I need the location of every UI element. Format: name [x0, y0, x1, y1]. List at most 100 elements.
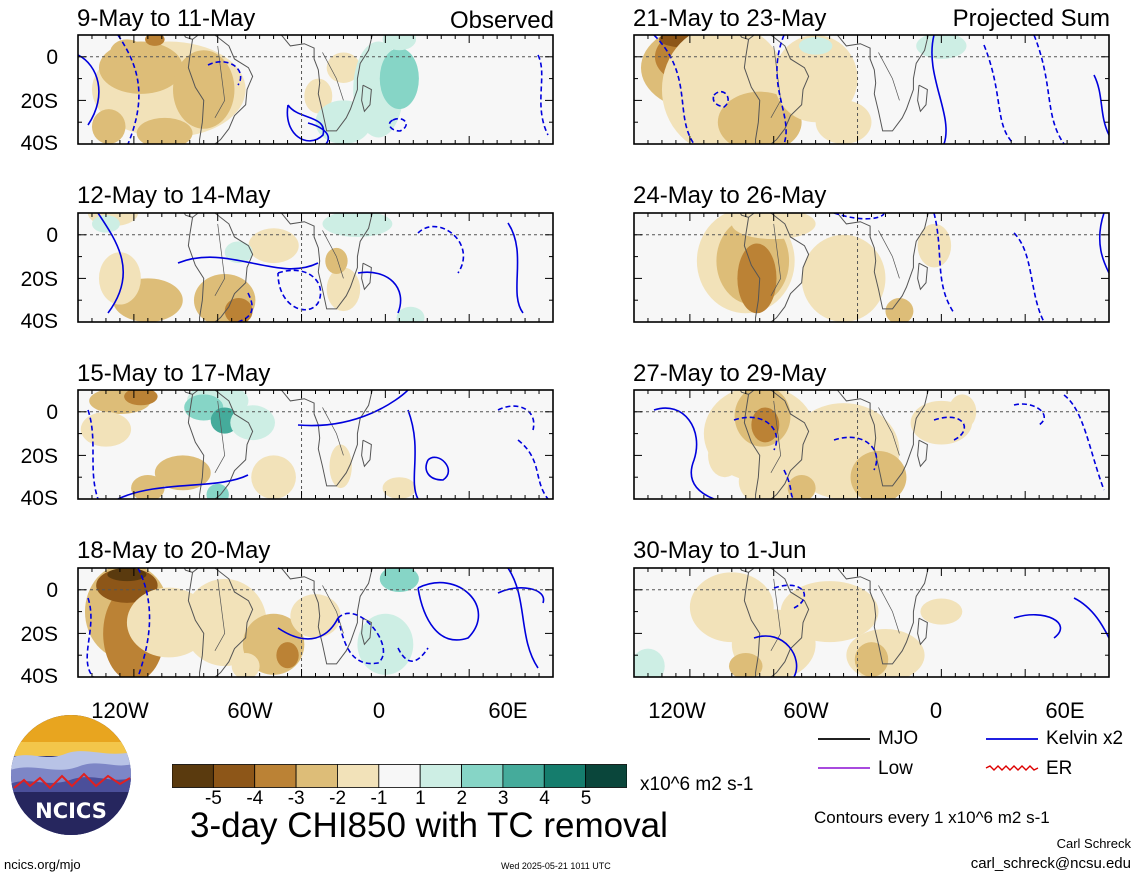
anomaly-shading: [634, 648, 665, 677]
y-tick-label: 20S: [20, 445, 58, 468]
author-email: carl_schreck@ncsu.edu: [970, 855, 1131, 872]
colorbar-tick: 4: [539, 788, 550, 809]
tick-marks: [77, 567, 554, 678]
coastline: [739, 568, 929, 677]
tick-marks: [77, 212, 554, 323]
x-tick-label: 60W: [227, 698, 273, 723]
panel-title-2: 12-May to 14-May: [77, 182, 271, 209]
x-tick-label: 0: [929, 698, 943, 723]
panel-title-8: 30-May to 1-Jun: [633, 537, 807, 564]
anomaly-shading: [290, 594, 341, 638]
anomaly-shading: [304, 78, 333, 114]
colorbar-cell: [295, 764, 338, 788]
footer-timestamp: Wed 2025-05-21 1011 UTC: [501, 861, 611, 871]
anomaly-shading: [98, 252, 141, 305]
chart-panel: [633, 567, 1110, 678]
legend-swatch-er: [985, 765, 1039, 771]
colorbar-cell: [585, 764, 627, 788]
legend-label-mjo: MJO: [878, 728, 919, 749]
anomaly-shading: [251, 455, 296, 499]
anomaly-shading: [231, 653, 260, 677]
colorbar-tick: -4: [246, 788, 264, 809]
chart-panel: [633, 212, 1110, 323]
anomaly-shading: [708, 433, 742, 478]
colorbar-tick: 5: [580, 788, 592, 809]
anomaly-shading: [357, 613, 414, 675]
anomaly-shading: [396, 306, 425, 322]
panels-layer: [77, 34, 1110, 678]
kelvin-contours: [653, 35, 1109, 144]
panel-title-5: 21-May to 23-May: [633, 5, 827, 32]
colorbar-tick: -5: [204, 788, 222, 809]
anomaly-shading: [379, 48, 419, 110]
anomaly-shading: [737, 243, 777, 314]
colorbar-cell: [172, 764, 214, 788]
panel-title-1: 9-May to 11-May: [77, 5, 256, 32]
colorbar-cell: [461, 764, 504, 788]
footer-url: ncics.org/mjo: [4, 857, 81, 872]
anomaly-shading: [276, 642, 299, 669]
anomaly-shading: [854, 642, 889, 677]
kelvin-contours: [97, 213, 524, 322]
colorbar-cell: [419, 764, 462, 788]
coastline: [739, 213, 929, 322]
kelvin-contours: [833, 213, 1109, 322]
y-tick-label: 0: [46, 46, 58, 69]
coastline: [739, 390, 929, 499]
x-tick-label: 60E: [488, 698, 528, 723]
chart-panel: [77, 567, 554, 678]
colorbar-tick: -1: [370, 788, 388, 809]
kelvin-contours: [653, 394, 1105, 499]
anomaly-shading: [787, 475, 816, 499]
colorbar-tick-labels: -5 -4 -3 -2 -1 1 2 3 4 5: [172, 788, 627, 812]
anomaly-shading: [325, 247, 348, 275]
x-tick-label: 120W: [91, 698, 149, 723]
anomaly-shading: [850, 451, 907, 499]
anomaly-shading: [326, 267, 361, 312]
x-tick-label: 0: [372, 698, 386, 723]
anomaly-shading: [145, 35, 165, 46]
anomaly-shading: [382, 35, 417, 51]
chart-panel: [77, 389, 554, 500]
kelvin-contours: [87, 390, 549, 499]
kelvin-contours: [86, 568, 545, 677]
colorbar-tick: 3: [497, 788, 509, 809]
anomaly-shading: [920, 598, 963, 625]
y-tick-label: 40S: [20, 310, 58, 333]
anomaly-shading: [248, 228, 299, 264]
colorbar-tick: -2: [329, 788, 347, 809]
y-tick-label: 20S: [20, 623, 58, 646]
main-title: 3-day CHI850 with TC removal: [190, 806, 668, 845]
anomaly-shading: [916, 35, 967, 59]
legend-label-kelvin: Kelvin x2: [1046, 728, 1124, 749]
coastline: [183, 213, 373, 322]
anomaly-shading: [224, 298, 253, 322]
anomaly-shading: [798, 37, 833, 55]
anomaly-shading: [154, 455, 211, 491]
y-tick-label: 40S: [20, 665, 58, 688]
tick-marks: [633, 567, 1110, 678]
anomaly-shading: [379, 568, 419, 592]
panel-title-7: 27-May to 29-May: [633, 360, 827, 387]
anomaly-shading: [173, 50, 235, 129]
chart-panel: [77, 34, 554, 145]
kelvin-contours: [78, 35, 549, 144]
tick-marks: [77, 34, 554, 145]
anomaly-shading: [751, 407, 780, 443]
author-name: Carl Schreck: [1056, 836, 1131, 851]
panel-title-4: 18-May to 20-May: [77, 537, 271, 564]
anomaly-shading: [885, 298, 914, 322]
x-tick-label: 120W: [648, 698, 706, 723]
panel-tag-projected: Projected Sum: [952, 5, 1110, 32]
y-tick-label: 40S: [20, 132, 58, 155]
chart-panel: [633, 389, 1110, 500]
colorbar-cell: [254, 764, 297, 788]
anomaly-shading: [382, 477, 417, 499]
panel-title-3: 15-May to 17-May: [77, 360, 271, 387]
anomaly-shading: [329, 444, 352, 489]
anomaly-shading: [773, 35, 858, 123]
colorbar-cell: [337, 764, 380, 788]
logo-text: NCICS: [35, 799, 107, 823]
anomaly-shading: [131, 475, 165, 499]
kelvin-contours: [753, 584, 1109, 677]
